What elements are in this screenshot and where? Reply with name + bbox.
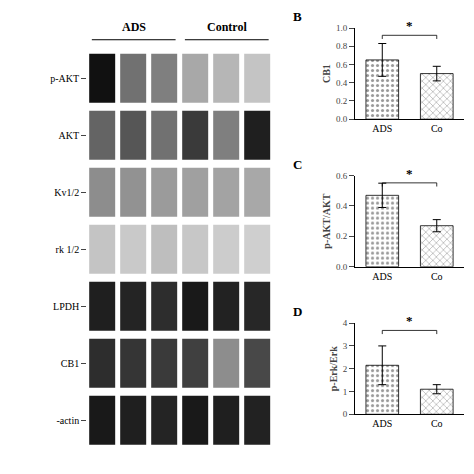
svg-text:ADS: ADS — [372, 123, 392, 134]
svg-text:2: 2 — [343, 364, 348, 374]
svg-text:0.2: 0.2 — [336, 231, 347, 241]
svg-text:AKT: AKT — [59, 130, 80, 141]
svg-text:0.4: 0.4 — [336, 201, 348, 211]
svg-text:*: * — [406, 166, 413, 181]
svg-text:0: 0 — [343, 409, 348, 419]
svg-text:Co: Co — [431, 123, 443, 134]
svg-text:B: B — [293, 9, 302, 24]
svg-text:1.0: 1.0 — [336, 23, 348, 33]
svg-text:CB1: CB1 — [61, 358, 79, 369]
svg-text:0.0: 0.0 — [336, 114, 348, 124]
svg-text:Control: Control — [207, 20, 247, 34]
svg-text:Kv1/2: Kv1/2 — [54, 187, 79, 198]
svg-text:0.2: 0.2 — [336, 96, 347, 106]
svg-text:0.6: 0.6 — [336, 60, 348, 70]
svg-text:Co: Co — [431, 271, 443, 282]
svg-text:3: 3 — [343, 341, 348, 351]
svg-text:C: C — [293, 157, 302, 172]
svg-text:p-Erk/Erk: p-Erk/Erk — [328, 346, 339, 391]
svg-text:*: * — [406, 18, 413, 33]
svg-text:CB1: CB1 — [321, 64, 332, 83]
svg-text:-actin: -actin — [56, 415, 79, 426]
svg-text:p-AKT/AKT: p-AKT/AKT — [321, 193, 332, 248]
svg-text:0.0: 0.0 — [336, 262, 348, 272]
svg-text:rk 1/2: rk 1/2 — [56, 244, 80, 255]
svg-text:ADS: ADS — [372, 271, 392, 282]
svg-text:1: 1 — [343, 387, 348, 397]
svg-text:ADS: ADS — [122, 20, 146, 34]
svg-text:ADS: ADS — [372, 418, 392, 429]
svg-text:4: 4 — [343, 318, 348, 328]
svg-text:0.4: 0.4 — [336, 78, 348, 88]
svg-text:D: D — [293, 304, 302, 319]
svg-text:p-AKT: p-AKT — [50, 73, 79, 84]
svg-text:0.6: 0.6 — [336, 171, 348, 181]
svg-text:*: * — [406, 313, 413, 328]
svg-text:Co: Co — [431, 418, 443, 429]
svg-text:0.8: 0.8 — [336, 41, 348, 51]
svg-text:LPDH: LPDH — [53, 301, 79, 312]
